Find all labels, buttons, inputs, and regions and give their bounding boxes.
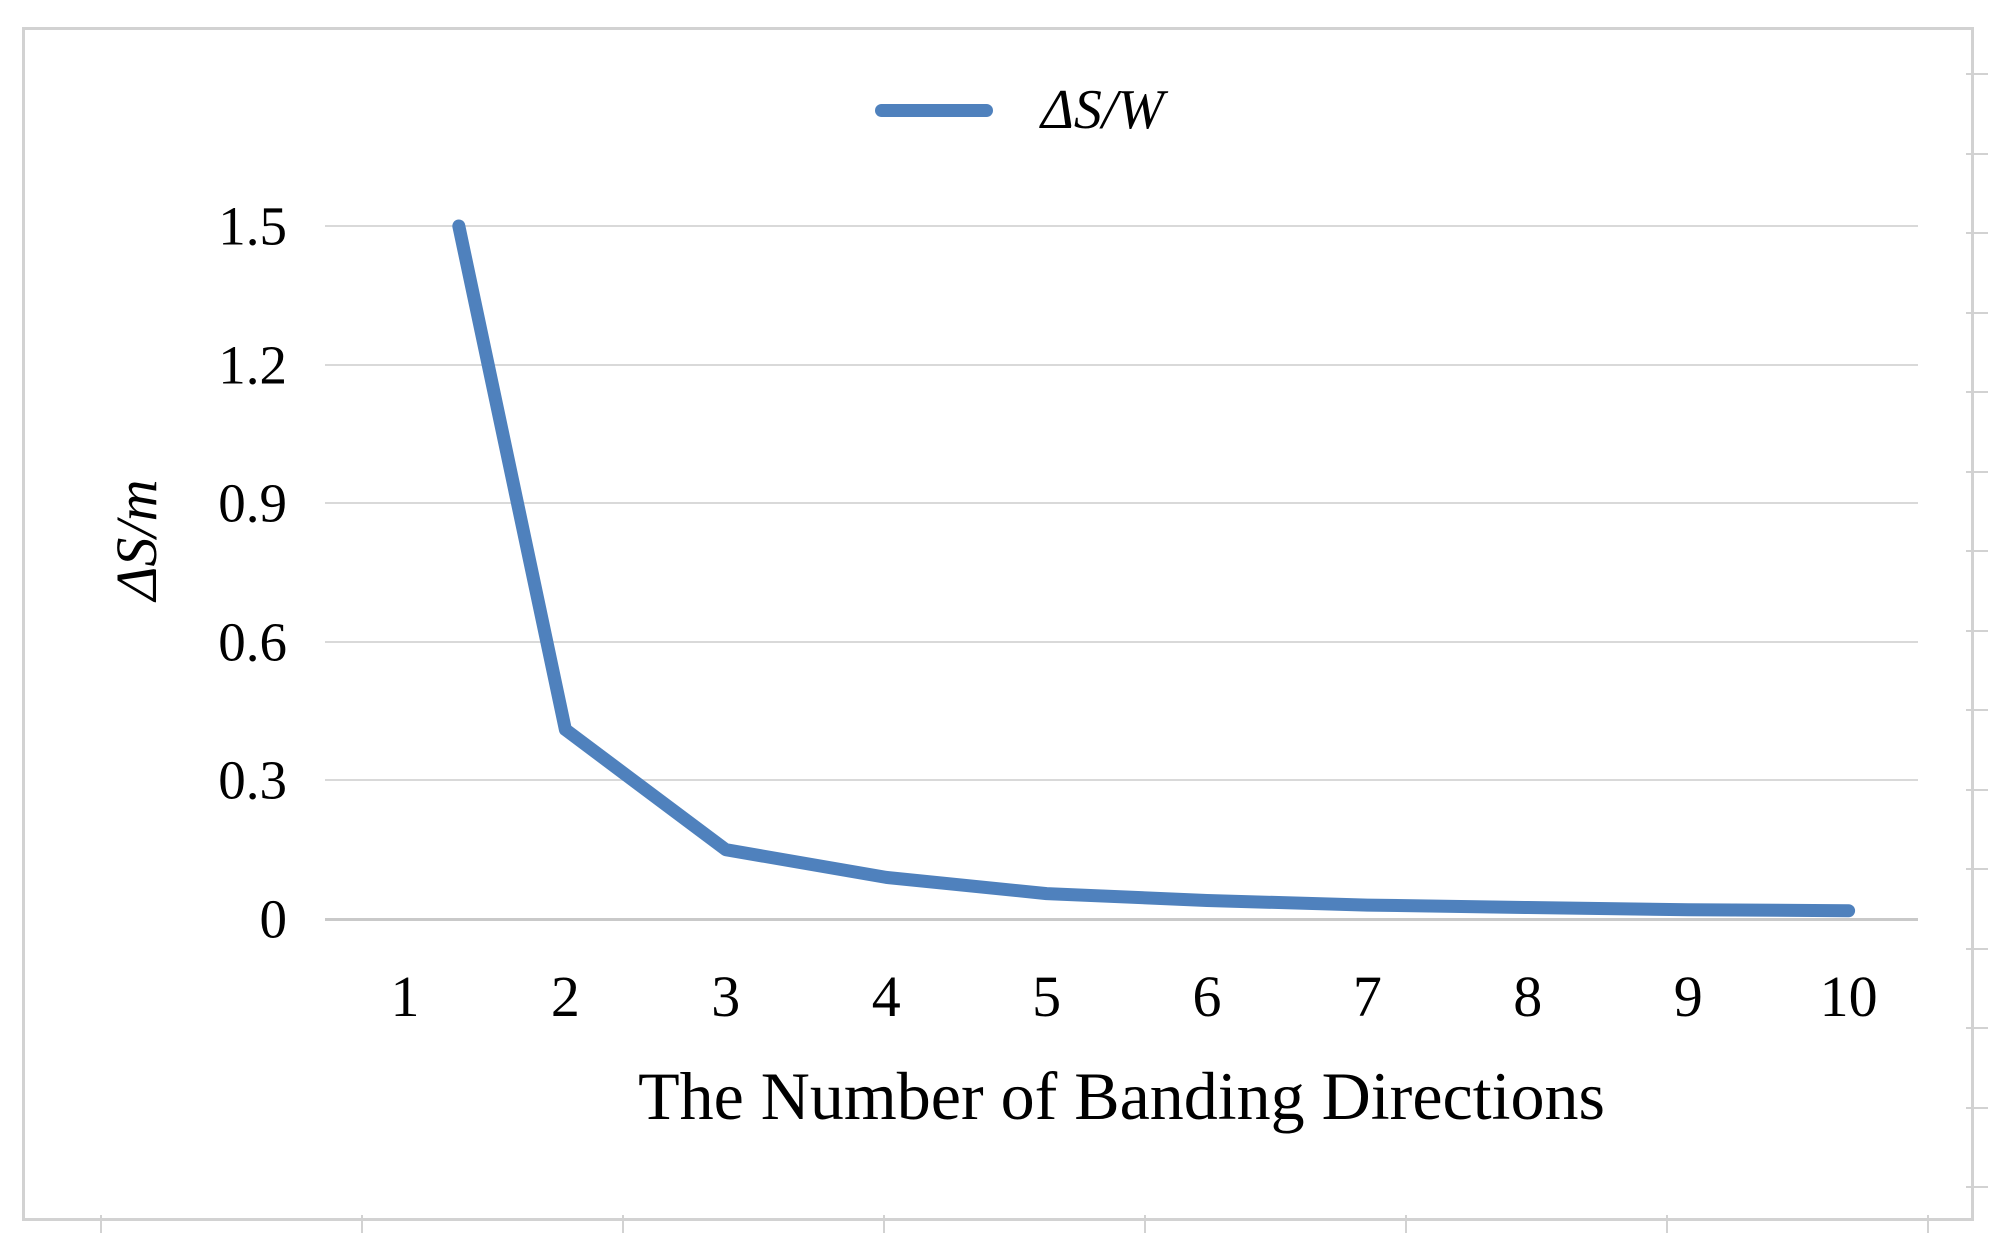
x-tick-label: 9 — [1673, 964, 1703, 1029]
y-tick-label: 0.9 — [218, 472, 287, 534]
gridline — [325, 225, 1918, 227]
x-tick-label: 3 — [711, 964, 741, 1029]
y-tick-label: 1.5 — [218, 195, 287, 257]
gridline — [325, 502, 1918, 505]
y-axis-title: ΔS/m — [104, 479, 169, 601]
frame-tick — [622, 1215, 624, 1233]
y-tick-label: 0.6 — [218, 611, 287, 673]
legend: ΔS/W — [875, 72, 1164, 148]
frame-tick — [1966, 868, 1988, 870]
frame-tick — [1966, 73, 1988, 75]
x-tick-label: 7 — [1352, 964, 1382, 1029]
x-tick-label: 1 — [390, 964, 420, 1029]
frame-tick — [1966, 629, 1988, 632]
frame-tick — [1144, 1215, 1146, 1233]
y-tick-label: 1.2 — [218, 334, 287, 396]
x-tick-label: 8 — [1513, 964, 1543, 1029]
gridline — [325, 640, 1918, 643]
frame-tick — [883, 1215, 885, 1233]
frame-tick — [361, 1215, 363, 1233]
frame-tick — [1966, 1106, 1988, 1109]
legend-line-swatch — [875, 103, 993, 117]
frame-tick — [1966, 947, 1988, 950]
gridline — [325, 363, 1918, 366]
legend-series-label: ΔS/W — [1041, 79, 1165, 141]
x-tick-label: 6 — [1192, 964, 1222, 1029]
frame-tick — [1966, 788, 1988, 791]
frame-tick — [1966, 709, 1988, 711]
x-tick-label: 4 — [871, 964, 901, 1029]
x-tick-label: 5 — [1032, 964, 1062, 1029]
frame-tick — [1966, 470, 1988, 473]
frame-tick — [100, 1215, 102, 1233]
frame-tick — [1966, 1027, 1988, 1029]
y-tick-label: 0.3 — [218, 749, 287, 811]
frame-tick — [1405, 1215, 1407, 1233]
x-tick-label: 10 — [1819, 964, 1878, 1029]
series-line — [452, 219, 1856, 918]
y-tick-label: 0 — [259, 888, 288, 950]
frame-tick — [1927, 1215, 1929, 1233]
gridline — [325, 779, 1918, 782]
frame-tick — [1966, 1186, 1988, 1188]
frame-tick — [1966, 232, 1988, 234]
frame-tick — [1966, 391, 1988, 393]
x-axis-title: The Number of Banding Directions — [638, 1058, 1605, 1134]
frame-tick — [1666, 1215, 1668, 1233]
frame-tick — [1966, 311, 1988, 314]
x-tick-label: 2 — [550, 964, 580, 1029]
frame-tick — [1966, 152, 1988, 155]
frame-tick — [1966, 550, 1988, 552]
gridline — [325, 918, 1918, 921]
